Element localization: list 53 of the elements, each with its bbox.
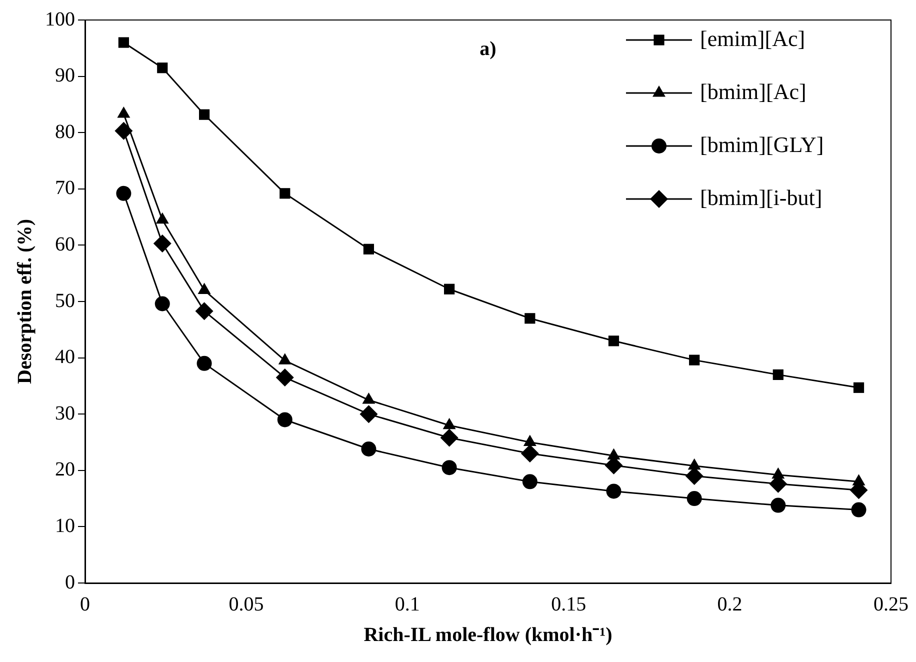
point — [689, 354, 700, 366]
point — [770, 498, 786, 513]
point — [851, 502, 866, 518]
point — [361, 442, 376, 457]
point — [157, 62, 168, 74]
legend-label: [bmim][Ac] — [700, 78, 806, 104]
legend-label: [bmim][i-but] — [700, 184, 822, 210]
point — [686, 491, 702, 506]
x-tick-label: 0.05 — [228, 593, 264, 616]
point — [606, 484, 622, 499]
point — [520, 444, 539, 463]
point — [276, 368, 294, 387]
x-tick-label: 0 — [80, 593, 90, 616]
y-tick-label: 100 — [45, 8, 75, 30]
point — [118, 37, 129, 48]
point — [277, 412, 292, 428]
point — [772, 369, 784, 380]
y-tick-label: 90 — [55, 64, 75, 87]
point — [442, 460, 457, 476]
x-axis-title: Rich-IL mole-flow (kmol·h⁻¹) — [364, 624, 612, 646]
x-tick-label: 0.15 — [551, 593, 586, 616]
annotation: a) — [480, 38, 496, 60]
point — [853, 382, 864, 393]
y-tick-label: 20 — [55, 458, 75, 481]
y-tick-label: 70 — [55, 177, 75, 200]
point — [198, 109, 210, 120]
point — [154, 296, 170, 312]
point — [114, 122, 133, 140]
point — [444, 284, 455, 294]
point — [522, 474, 538, 490]
point — [116, 186, 132, 201]
point — [360, 405, 378, 424]
y-tick-label: 50 — [55, 290, 75, 312]
point — [195, 302, 214, 320]
y-tick-label: 40 — [55, 346, 75, 368]
x-tick-label: 0.1 — [394, 593, 420, 616]
x-tick-label: 0.25 — [874, 593, 908, 616]
legend-label: [emim][Ac] — [700, 26, 806, 51]
x-tick-label: 0.2 — [717, 593, 742, 616]
point — [608, 336, 620, 346]
point — [153, 234, 172, 253]
point — [363, 244, 374, 254]
legend-label: [bmim][GLY] — [700, 132, 824, 157]
y-tick-label: 80 — [55, 120, 75, 143]
point — [440, 428, 458, 447]
y-tick-label: 10 — [55, 514, 75, 537]
y-axis-title: Desorption eff. (%) — [14, 219, 36, 384]
point — [280, 188, 290, 199]
point — [524, 313, 536, 324]
y-tick-label: 30 — [55, 402, 75, 424]
y-tick-label: 60 — [55, 233, 75, 256]
y-tick-label: 0 — [65, 571, 75, 594]
point — [196, 356, 212, 371]
